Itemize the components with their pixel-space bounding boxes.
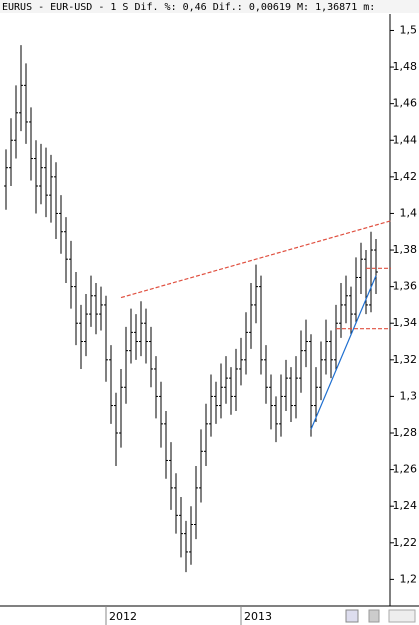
- y-tick-label: 1,4: [400, 206, 418, 219]
- y-tick-label: 1,2: [400, 572, 418, 585]
- y-tick-label: 1,22: [393, 536, 418, 549]
- y-tick-label: 1,24: [393, 499, 418, 512]
- y-tick-label: 1,5: [400, 23, 418, 36]
- x-tick-label: 2013: [244, 610, 272, 623]
- y-tick-label: 1,26: [393, 463, 418, 476]
- tool-button[interactable]: [368, 609, 380, 623]
- y-tick-label: 1,38: [393, 243, 418, 256]
- tool-button[interactable]: [345, 609, 359, 623]
- trend-line: [310, 275, 377, 430]
- x-tick-label: 2012: [109, 610, 137, 623]
- toolbar[interactable]: [345, 609, 416, 623]
- y-tick-label: 1,36: [393, 280, 418, 293]
- y-tick-label: 1,32: [393, 353, 418, 366]
- y-tick-label: 1,48: [393, 60, 418, 73]
- trend-line: [120, 220, 392, 299]
- y-tick-label: 1,44: [393, 133, 418, 146]
- y-tick-label: 1,3: [400, 389, 418, 402]
- y-tick-label: 1,42: [393, 170, 418, 183]
- y-tick-label: 1,46: [393, 97, 418, 110]
- chart-title: EURUS - EUR-USD - 1 S Dif. %: 0,46 Dif.:…: [2, 2, 375, 13]
- title-bar: [0, 0, 419, 13]
- y-tick-label: 1,28: [393, 426, 418, 439]
- tool-button[interactable]: [388, 609, 416, 623]
- y-tick-label: 1,34: [393, 316, 418, 329]
